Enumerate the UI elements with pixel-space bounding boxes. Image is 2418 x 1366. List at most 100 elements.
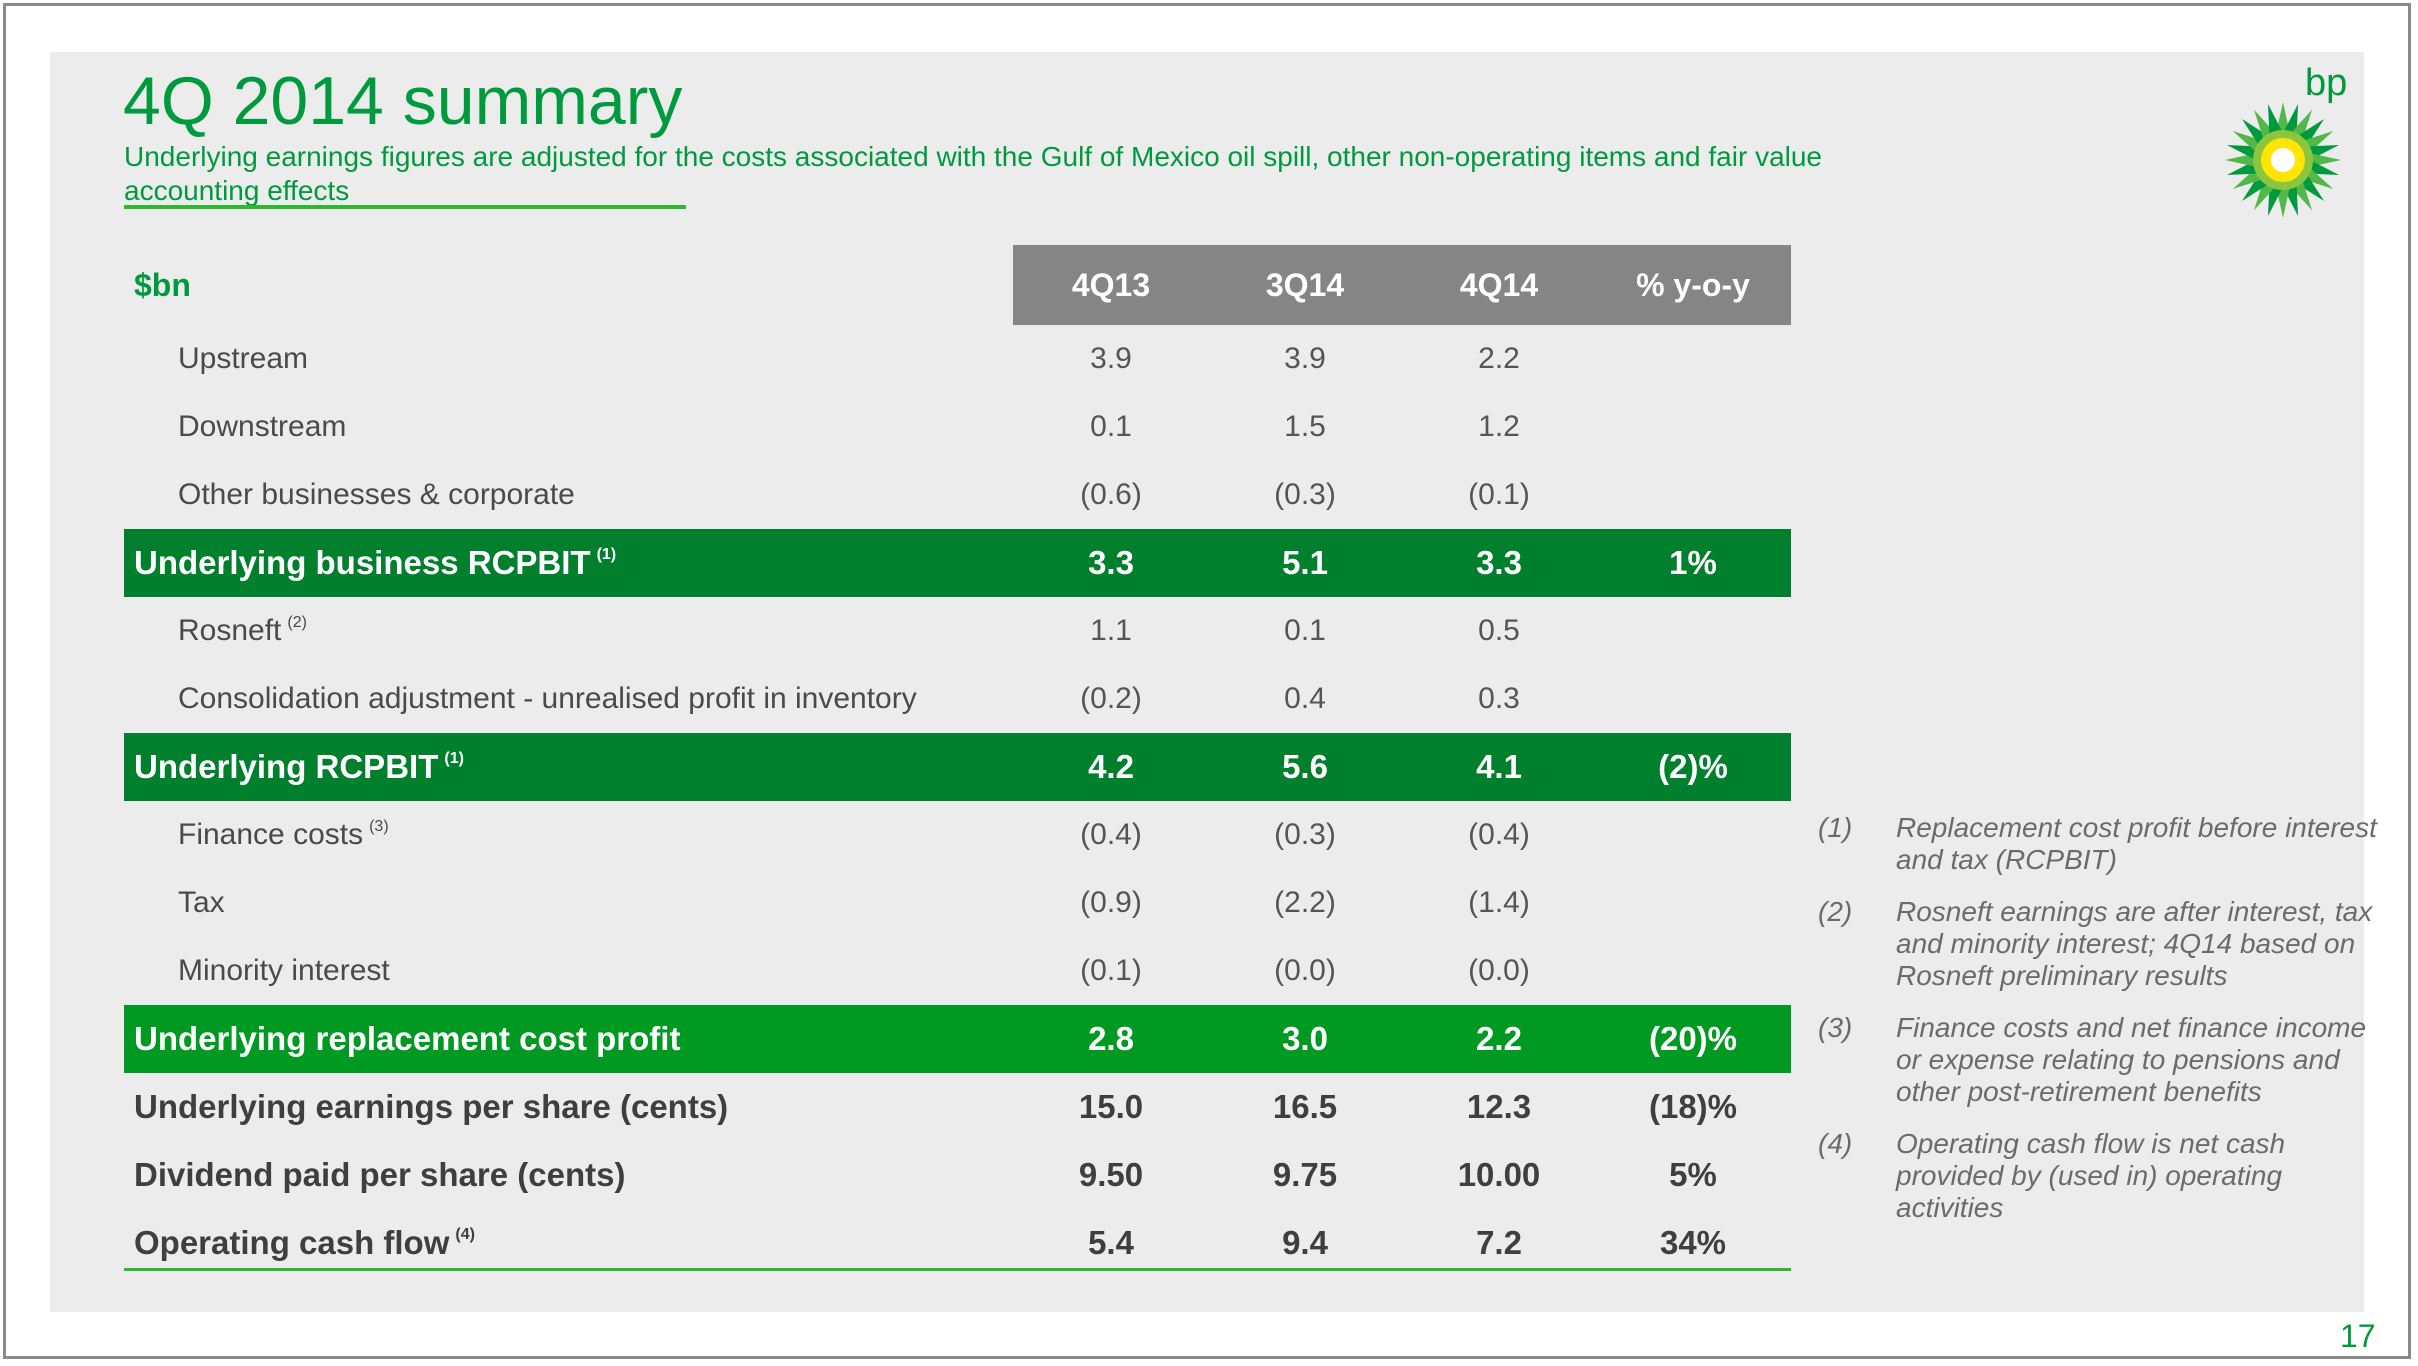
value-cell: 9.4 [1282,1224,1328,1261]
value-cell: (20)% [1648,1020,1738,1057]
value-cell: (0.1) [1468,478,1530,511]
footnotes: (1) Replacement cost profit before intere… [1818,812,2378,1244]
value-cell: 5.6 [1282,748,1328,785]
row-label: Consolidation adjustment - unrealised pr… [178,665,1058,733]
row-label-text: Upstream [178,342,309,375]
value-cell: 5% [1669,1156,1717,1193]
footnote-ref: (3) [369,818,389,835]
value-cell: 1.5 [1284,410,1326,443]
value-cell [1596,597,1790,665]
table-row: Upstream 3.9 3.9 2.2 [124,325,1791,393]
table-row: Finance costs (3) (0.4) (0.3) (0.4) [124,801,1791,869]
row-label: Underlying business RCPBIT (1) [134,529,1014,597]
value-cell [1596,665,1790,733]
footnote-text: Rosneft earnings are after interest, tax… [1896,896,2373,991]
row-label-text: Dividend paid per share (cents) [134,1156,626,1193]
row-label-text: Tax [178,886,225,919]
value-cell: 2.2 [1476,1020,1522,1057]
value-cell: (0.0) [1274,954,1336,987]
row-label-text: Underlying earnings per share (cents) [134,1088,729,1125]
value-cell: 9.75 [1272,1156,1338,1193]
row-label-text: Consolidation adjustment - unrealised pr… [178,682,917,715]
footnote-ref: (2) [287,614,307,631]
row-label-text: Other businesses & corporate [178,478,575,511]
value-cell: (2)% [1658,748,1728,785]
row-label-text: Operating cash flow [134,1224,450,1261]
table-row: Underlying business RCPBIT (1) 3.3 5.1 3.3 1% [124,529,1791,597]
col-header-yoy: % y-o-y [1636,266,1750,303]
row-label: Upstream [178,325,1058,393]
row-label-text: Minority interest [178,954,390,987]
value-cell: 4.2 [1088,748,1134,785]
value-cell: 3.3 [1476,544,1522,581]
footnote-ref: (4) [455,1226,475,1243]
footnote-text: Operating cash flow is net cash provided… [1896,1128,2286,1223]
value-cell: 34% [1659,1224,1727,1261]
table-row: Operating cash flow (4) 5.4 9.4 7.2 34% [124,1209,1791,1277]
value-cell: 3.3 [1088,544,1134,581]
row-label-text: Underlying RCPBIT [134,748,439,785]
footnote-item: (4) Operating cash flow is net cash provi… [1818,1128,2378,1224]
table-row: Consolidation adjustment - unrealised pr… [124,665,1791,733]
footnote-item: (3) Finance costs and net finance income … [1818,1012,2378,1108]
value-cell: (18)% [1648,1088,1738,1125]
title-underline [124,205,686,209]
value-cell: (0.2) [1080,682,1142,715]
value-cell: 3.9 [1284,342,1326,375]
row-label-text: Downstream [178,410,347,443]
value-cell: 1.1 [1090,614,1132,647]
value-cell [1596,461,1790,529]
table-row: Dividend paid per share (cents) 9.50 9.75 1… [124,1141,1791,1209]
col-header-4q13: 4Q13 [1071,266,1151,303]
row-label: Underlying RCPBIT (1) [134,733,1014,801]
value-cell: (0.0) [1468,954,1530,987]
footnote-number: (2) [1818,896,1853,927]
value-cell [1596,325,1790,393]
value-cell: (0.3) [1274,818,1336,851]
header-shade [1013,245,1791,325]
row-label: Underlying earnings per share (cents) [134,1073,1014,1141]
value-cell: (0.3) [1274,478,1336,511]
footnote-item: (2) Rosneft earnings are after interest, … [1818,896,2378,992]
row-label: Tax [178,869,1058,937]
footnote-ref: (1) [596,546,617,563]
row-label: Finance costs (3) [178,801,1058,869]
row-label: Downstream [178,393,1058,461]
table-row: Downstream 0.1 1.5 1.2 [124,393,1791,461]
row-label: Rosneft (2) [178,597,1058,665]
row-label: Underlying replacement cost profit [134,1005,1014,1073]
value-cell: 10.00 [1457,1156,1541,1193]
value-cell: 2.2 [1478,342,1520,375]
row-label-text: Underlying business RCPBIT [134,544,591,581]
bp-helios-logo-icon [2225,102,2341,218]
value-cell: (0.4) [1080,818,1142,851]
table-row: Underlying replacement cost profit 2.8 3.0… [124,1005,1791,1073]
bp-logo-text: bp [2305,62,2348,104]
row-label-text: Underlying replacement cost profit [134,1020,681,1057]
col-header-4q14: 4Q14 [1459,266,1539,303]
table-row: Other businesses & corporate (0.6) (0.3) (0… [124,461,1791,529]
footnote-number: (3) [1818,1012,1853,1043]
table-bottom-rule [124,1268,1791,1271]
row-label: Dividend paid per share (cents) [134,1141,1014,1209]
footnote-number: (1) [1818,812,1853,843]
value-cell: (0.9) [1080,886,1142,919]
value-cell: 0.1 [1090,410,1132,443]
row-label-text: Finance costs [178,818,364,851]
unit-label: $bn [134,266,191,303]
value-cell: 3.0 [1282,1020,1328,1057]
footnote-number: (4) [1818,1128,1853,1159]
row-label: Operating cash flow (4) [134,1209,1014,1277]
value-cell: 0.1 [1284,614,1326,647]
slide-subtitle: Underlying earnings figures are adjusted… [124,141,1823,206]
table-header: $bn 4Q13 3Q14 4Q14 % y-o-y [124,245,1791,325]
slide-title: 4Q 2014 summary [123,63,683,139]
value-cell: 5.4 [1088,1224,1134,1261]
value-cell: 0.5 [1478,614,1520,647]
value-cell: (1.4) [1468,886,1530,919]
footnote-item: (1) Replacement cost profit before intere… [1818,812,2378,876]
value-cell: 1.2 [1478,410,1520,443]
value-cell: 2.8 [1088,1020,1134,1057]
value-cell [1596,937,1790,1005]
table-row: Underlying RCPBIT (1) 4.2 5.6 4.1 (2)% [124,733,1791,801]
